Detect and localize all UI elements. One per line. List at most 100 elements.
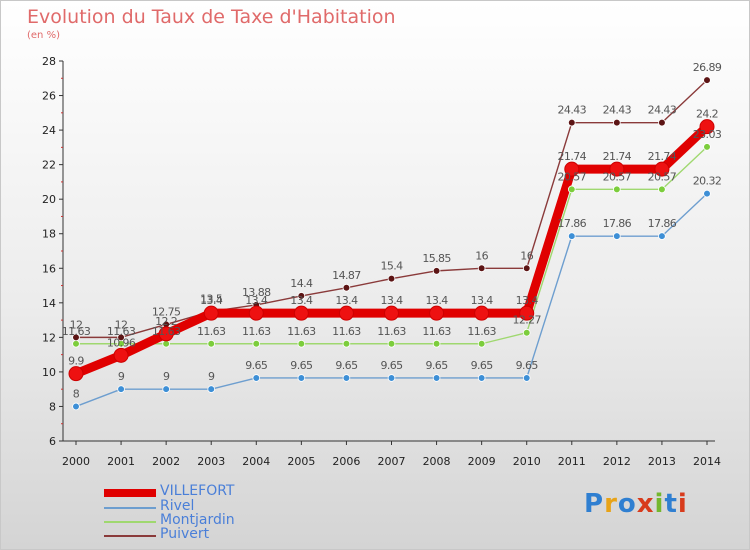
data-label-montjardin: 11.63 (152, 325, 181, 338)
data-label-rivel: 9.65 (335, 359, 358, 372)
data-label-montjardin: 11.63 (197, 325, 226, 338)
x-tick-label: 2009 (468, 455, 496, 468)
data-label-montjardin: 20.57 (558, 170, 587, 183)
point-rivel (658, 232, 666, 240)
point-rivel (252, 374, 261, 382)
data-labels: 8 9 9 9 9.65 9.65 9.65 9.65 9.65 9.65 9.65 17.86 17.… (62, 61, 723, 400)
data-label-villefort: 24.2 (696, 108, 718, 121)
data-label-puivert: 12.75 (152, 305, 181, 318)
legend-label-villefort: VILLEFORT (160, 483, 235, 499)
y-tick-label: 16 (42, 262, 56, 275)
data-label-rivel: 9 (208, 370, 215, 383)
point-montjardin (522, 328, 531, 337)
data-label-villefort: 21.74 (558, 150, 587, 163)
data-label-montjardin: 11.63 (332, 325, 361, 338)
data-label-puivert: 15.85 (422, 252, 451, 265)
y-tick-label: 10 (42, 366, 56, 379)
point-villefort (429, 305, 445, 321)
data-label-puivert: 12 (115, 318, 128, 331)
point-puivert (387, 274, 396, 283)
x-tick-label: 2013 (648, 455, 676, 468)
point-puivert (567, 118, 576, 127)
point-puivert (72, 333, 80, 342)
point-puivert (297, 292, 306, 300)
data-label-rivel: 8 (73, 387, 80, 400)
point-montjardin (387, 339, 396, 348)
logo-letter: P (584, 489, 605, 519)
point-villefort (699, 119, 715, 135)
point-puivert (613, 118, 621, 127)
point-villefort (293, 305, 309, 321)
x-tick-label: 2012 (603, 455, 631, 468)
data-label-puivert: 14.87 (332, 269, 361, 282)
point-montjardin (432, 339, 441, 348)
y-tick-label: 20 (42, 193, 56, 206)
point-rivel (387, 374, 396, 382)
legend-label-rivel: Rivel (160, 498, 195, 514)
point-villefort (564, 161, 580, 177)
point-rivel (567, 232, 576, 240)
data-label-rivel: 9.65 (245, 359, 268, 372)
data-label-puivert: 24.43 (558, 104, 587, 117)
point-puivert (477, 264, 486, 273)
data-label-montjardin: 11.63 (287, 325, 316, 338)
point-montjardin (72, 339, 80, 348)
chart-unit-label: (en %) (27, 30, 60, 41)
data-label-montjardin: 11.63 (467, 325, 496, 338)
data-label-rivel: 9 (163, 370, 170, 383)
x-tick-label: 2011 (558, 455, 586, 468)
data-label-villefort: 12.2 (155, 315, 177, 328)
data-label-villefort: 13.4 (245, 294, 268, 307)
point-montjardin (613, 185, 621, 194)
point-rivel (162, 385, 170, 393)
series-markers (68, 76, 715, 411)
logo-letter: t (664, 489, 678, 519)
data-label-villefort: 13.4 (380, 294, 403, 307)
data-label-montjardin: 20.57 (603, 170, 632, 183)
data-label-puivert: 24.43 (603, 104, 632, 117)
x-tick-label: 2010 (513, 455, 541, 468)
point-montjardin (207, 339, 216, 348)
logo-letter: r (604, 489, 618, 519)
data-label-villefort: 13.4 (516, 294, 539, 307)
y-tick-label: 18 (42, 228, 56, 241)
logo-letter: i (677, 489, 688, 519)
data-label-puivert: 13.88 (242, 286, 271, 299)
point-villefort (654, 161, 670, 177)
point-villefort (68, 366, 84, 382)
data-label-montjardin: 11.63 (422, 325, 451, 338)
legend-swatch-rivel (104, 507, 156, 509)
data-label-rivel: 9.65 (516, 359, 539, 372)
data-label-rivel: 9.65 (290, 359, 313, 372)
x-tick-label: 2014 (693, 455, 721, 468)
point-puivert (658, 118, 666, 127)
point-montjardin (477, 339, 486, 348)
x-tick-label: 2000 (62, 455, 90, 468)
legend-swatch-villefort (104, 489, 156, 497)
axes: 6 8 10 12 14 16 18 20 22 24 26 28 2000 2001 2002 2003 20… (42, 55, 721, 468)
data-label-rivel: 9.65 (426, 359, 449, 372)
point-montjardin (658, 185, 666, 194)
y-tick-label: 8 (49, 400, 56, 413)
point-rivel (522, 374, 531, 382)
point-villefort (474, 305, 490, 321)
data-label-villefort: 13.4 (200, 294, 223, 307)
point-puivert (432, 267, 441, 275)
x-tick-label: 2001 (107, 455, 135, 468)
data-label-montjardin: 11.63 (107, 325, 136, 338)
legend-label-montjardin: Montjardin (160, 512, 235, 528)
point-montjardin (703, 143, 711, 151)
point-villefort (338, 305, 354, 321)
data-label-villefort: 21.74 (648, 150, 677, 163)
series-lines (71, 79, 712, 408)
data-label-villefort: 21.74 (603, 150, 632, 163)
y-tick-label: 28 (42, 55, 56, 68)
proxiti-logo: Proxiti (584, 489, 688, 519)
point-rivel (703, 189, 711, 198)
y-tick-label: 6 (49, 435, 56, 448)
point-rivel (117, 385, 125, 393)
point-rivel (207, 385, 216, 393)
data-label-villefort: 13.4 (426, 294, 449, 307)
legend-swatch-puivert (104, 535, 156, 537)
